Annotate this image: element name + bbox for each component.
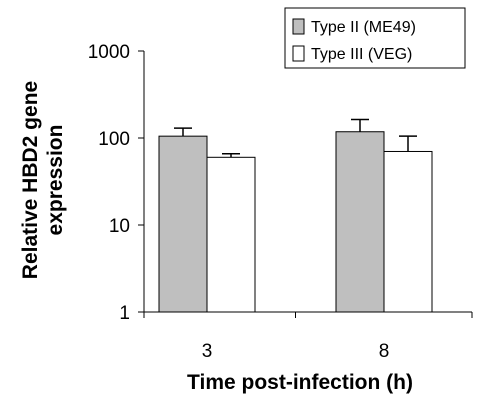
bars-layer	[158, 118, 433, 313]
y-axis-title-line-2: expression	[44, 125, 67, 236]
bar-type-ii-me49--3h	[158, 135, 208, 313]
legend-swatch-type-iii	[292, 45, 305, 62]
bar-type-ii-me49--8h	[335, 131, 385, 313]
x-tick-label-3: 3	[202, 341, 213, 362]
y-axis-title-line-1: Relative HBD2 gene	[19, 81, 42, 279]
x-axis-title: Time post-infection (h)	[187, 371, 413, 394]
legend: Type II (ME49) Type III (VEG)	[284, 7, 466, 69]
y-tick-label-100: 100	[98, 129, 130, 150]
y-tick-label-10: 10	[109, 216, 130, 237]
x-tick-label-8: 8	[379, 341, 390, 362]
y-tick-label-1000: 1000	[88, 42, 130, 63]
bar-type-iii-veg--8h	[383, 150, 433, 313]
y-tick-label-1: 1	[119, 303, 130, 324]
legend-box	[284, 7, 466, 69]
legend-swatch-type-ii	[292, 18, 305, 35]
bar-type-iii-veg--3h	[206, 156, 256, 313]
axes-layer: 3 8 1 10 100 1000	[88, 42, 473, 362]
legend-label-type-iii: Type III (VEG)	[311, 46, 412, 63]
legend-label-type-ii: Type II (ME49)	[311, 19, 416, 36]
